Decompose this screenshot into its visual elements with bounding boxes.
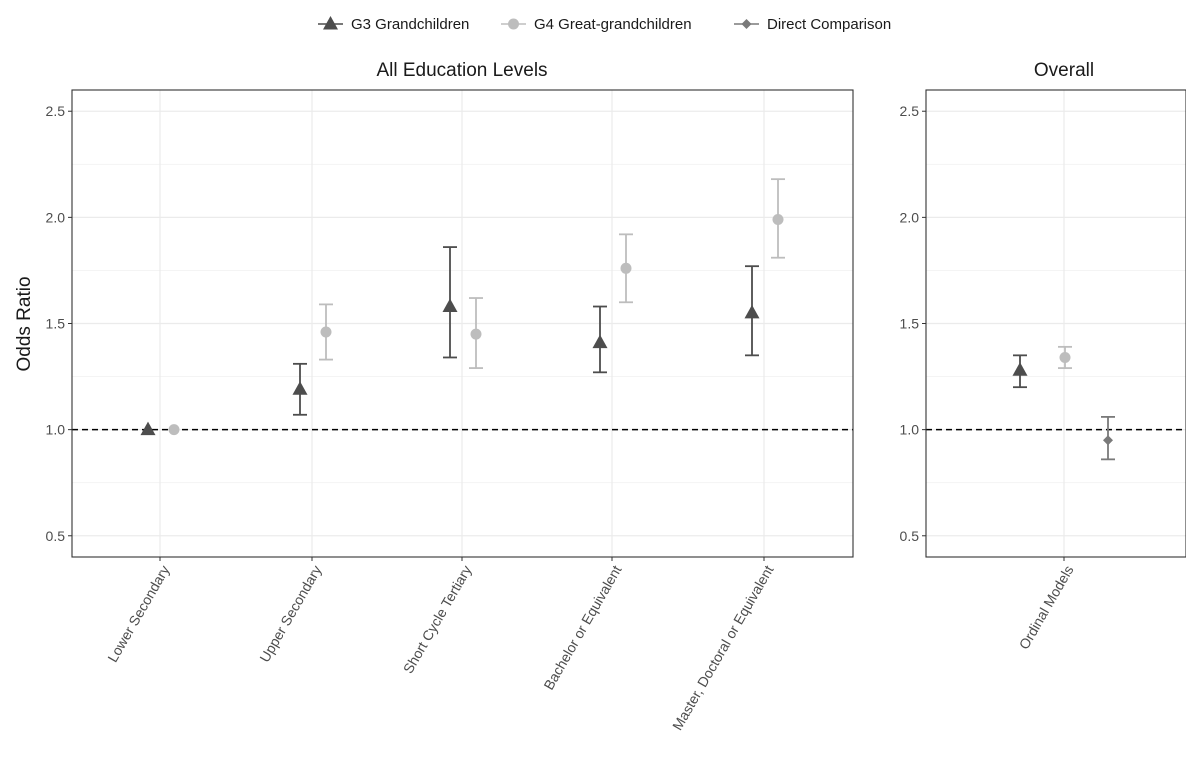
x-category-label-master-doctoral-or-equivalent: Master, Doctoral or Equivalent xyxy=(669,562,777,733)
series-g3-grandchildren xyxy=(140,246,760,436)
data-point-g3-grandchildren-bachelor-or-equivalent xyxy=(592,334,608,349)
series-g4-great-grandchildren xyxy=(1058,345,1072,369)
legend-item-g3-grandchildren: G3 Grandchildren xyxy=(318,16,469,33)
data-point-g3-grandchildren-master-doctoral-or-equivalent xyxy=(744,304,760,319)
data-point-g4-great-grandchildren-ordinal-models xyxy=(1059,351,1071,363)
x-category-label-bachelor-or-equivalent: Bachelor or Equivalent xyxy=(540,562,624,692)
legend-label: G4 Great-grandchildren xyxy=(534,16,692,33)
legend-item-g4-great-grandchildren: G4 Great-grandchildren xyxy=(501,16,692,33)
data-point-direct-comparison-ordinal-models xyxy=(1103,435,1113,446)
y-axis-title: Odds Ratio xyxy=(14,276,35,371)
panel-all-education-levels: 0.5 1.0 1.5 2.0 2.5 Lower Secondary Upper Seco… xyxy=(46,60,854,733)
panel-overall: 0.5 1.0 1.5 2.0 2.5 Ordinal Models Overall xyxy=(900,60,1186,652)
legend-circle-marker xyxy=(508,18,519,30)
y-tick-label: 1.0 xyxy=(900,422,920,438)
x-category-label-ordinal-models: Ordinal Models xyxy=(1016,563,1077,653)
y-tick-label: 2.0 xyxy=(900,209,920,225)
y-tick-label: 0.5 xyxy=(46,528,66,544)
x-category-label-upper-secondary: Upper Secondary xyxy=(256,563,324,665)
legend: G3 Grandchildren G4 Great-grandchildren Di… xyxy=(318,16,891,33)
y-tick-label: 2.5 xyxy=(900,103,920,119)
series-direct-comparison xyxy=(1101,415,1115,461)
series-g3-grandchildren xyxy=(1012,354,1028,389)
legend-label: Direct Comparison xyxy=(767,16,891,33)
legend-item-direct-comparison: Direct Comparison xyxy=(734,16,891,33)
y-tick-label: 1.5 xyxy=(46,316,66,332)
legend-triangle-marker xyxy=(323,16,338,30)
legend-label: G3 Grandchildren xyxy=(351,16,469,33)
panel-title: Overall xyxy=(1034,60,1094,81)
data-point-g3-grandchildren-upper-secondary xyxy=(292,381,308,395)
series-g4-great-grandchildren xyxy=(168,178,785,436)
data-point-g3-grandchildren-short-cycle-tertiary xyxy=(442,298,458,313)
data-point-g4-great-grandchildren-lower-secondary xyxy=(168,424,180,436)
y-tick-label: 2.0 xyxy=(46,209,66,225)
x-category-label-short-cycle-tertiary: Short Cycle Tertiary xyxy=(400,563,475,677)
y-tick-label: 2.5 xyxy=(46,103,66,119)
y-tick-label: 1.5 xyxy=(900,316,920,332)
x-category-label-lower-secondary: Lower Secondary xyxy=(104,563,172,665)
data-point-g4-great-grandchildren-upper-secondary xyxy=(320,326,332,338)
panel-border xyxy=(925,89,1186,558)
y-tick-label: 0.5 xyxy=(900,528,920,544)
legend-diamond-marker xyxy=(741,19,752,29)
panel-title: All Education Levels xyxy=(376,60,547,81)
data-point-g3-grandchildren-lower-secondary xyxy=(140,421,156,436)
panels: 0.5 1.0 1.5 2.0 2.5 Lower Secondary Upper Seco… xyxy=(46,60,1186,733)
data-point-g4-great-grandchildren-bachelor-or-equivalent xyxy=(620,262,632,274)
y-tick-label: 1.0 xyxy=(46,422,66,438)
data-point-g3-grandchildren-ordinal-models xyxy=(1012,362,1028,376)
data-point-g4-great-grandchildren-master-doctoral-or-equivalent xyxy=(772,213,784,225)
data-point-g4-great-grandchildren-short-cycle-tertiary xyxy=(470,328,482,340)
